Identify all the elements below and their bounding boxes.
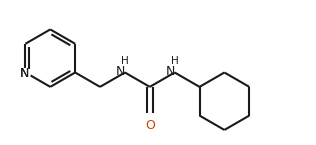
Text: N: N — [166, 65, 175, 78]
Text: N: N — [19, 67, 29, 80]
Text: N: N — [116, 65, 125, 78]
Text: H: H — [121, 56, 129, 66]
Text: O: O — [145, 119, 155, 132]
Text: H: H — [171, 56, 179, 66]
Text: N: N — [19, 67, 29, 80]
